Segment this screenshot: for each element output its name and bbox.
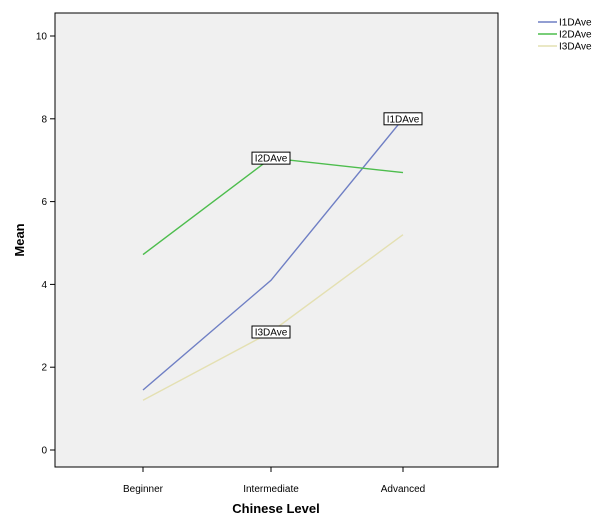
label-box: [251, 151, 291, 165]
plot-area: [54, 12, 499, 468]
label-text: I2DAve: [255, 154, 288, 165]
x-tick-label: Advanced: [381, 484, 425, 495]
legend-label-i1dave: I1DAve: [559, 18, 592, 29]
series-inline-label-i2dave: I2DAve: [251, 151, 291, 165]
x-tick-label: Intermediate: [243, 484, 299, 495]
y-tick-label: 0: [41, 446, 47, 457]
y-tick-label: 2: [41, 363, 47, 374]
y-tick-label: 4: [41, 280, 47, 291]
series-inline-labels: I1DAve I2DAve I3DAve: [251, 112, 423, 339]
x-axis-title: Chinese Level: [232, 501, 319, 516]
y-axis-title: Mean: [12, 223, 27, 256]
x-tick-label: Beginner: [123, 484, 164, 495]
legend-label-i2dave: I2DAve: [559, 30, 592, 41]
legend-label-i3dave: I3DAve: [559, 42, 592, 53]
label-box: [383, 112, 423, 126]
label-box: [251, 325, 291, 339]
y-axis: 0 2 4 6 8 10: [36, 32, 55, 457]
label-text: I1DAve: [387, 114, 420, 125]
series-line-i1dave: [142, 118, 404, 391]
y-tick-label: 10: [36, 32, 48, 43]
y-tick-label: 6: [41, 197, 47, 208]
y-tick-label: 8: [41, 114, 47, 125]
label-text: I3DAve: [255, 328, 288, 339]
x-axis: Beginner Intermediate Advanced: [123, 467, 425, 495]
series-inline-label-i3dave: I3DAve: [251, 325, 291, 339]
series-inline-label-i1dave: I1DAve: [383, 112, 423, 126]
